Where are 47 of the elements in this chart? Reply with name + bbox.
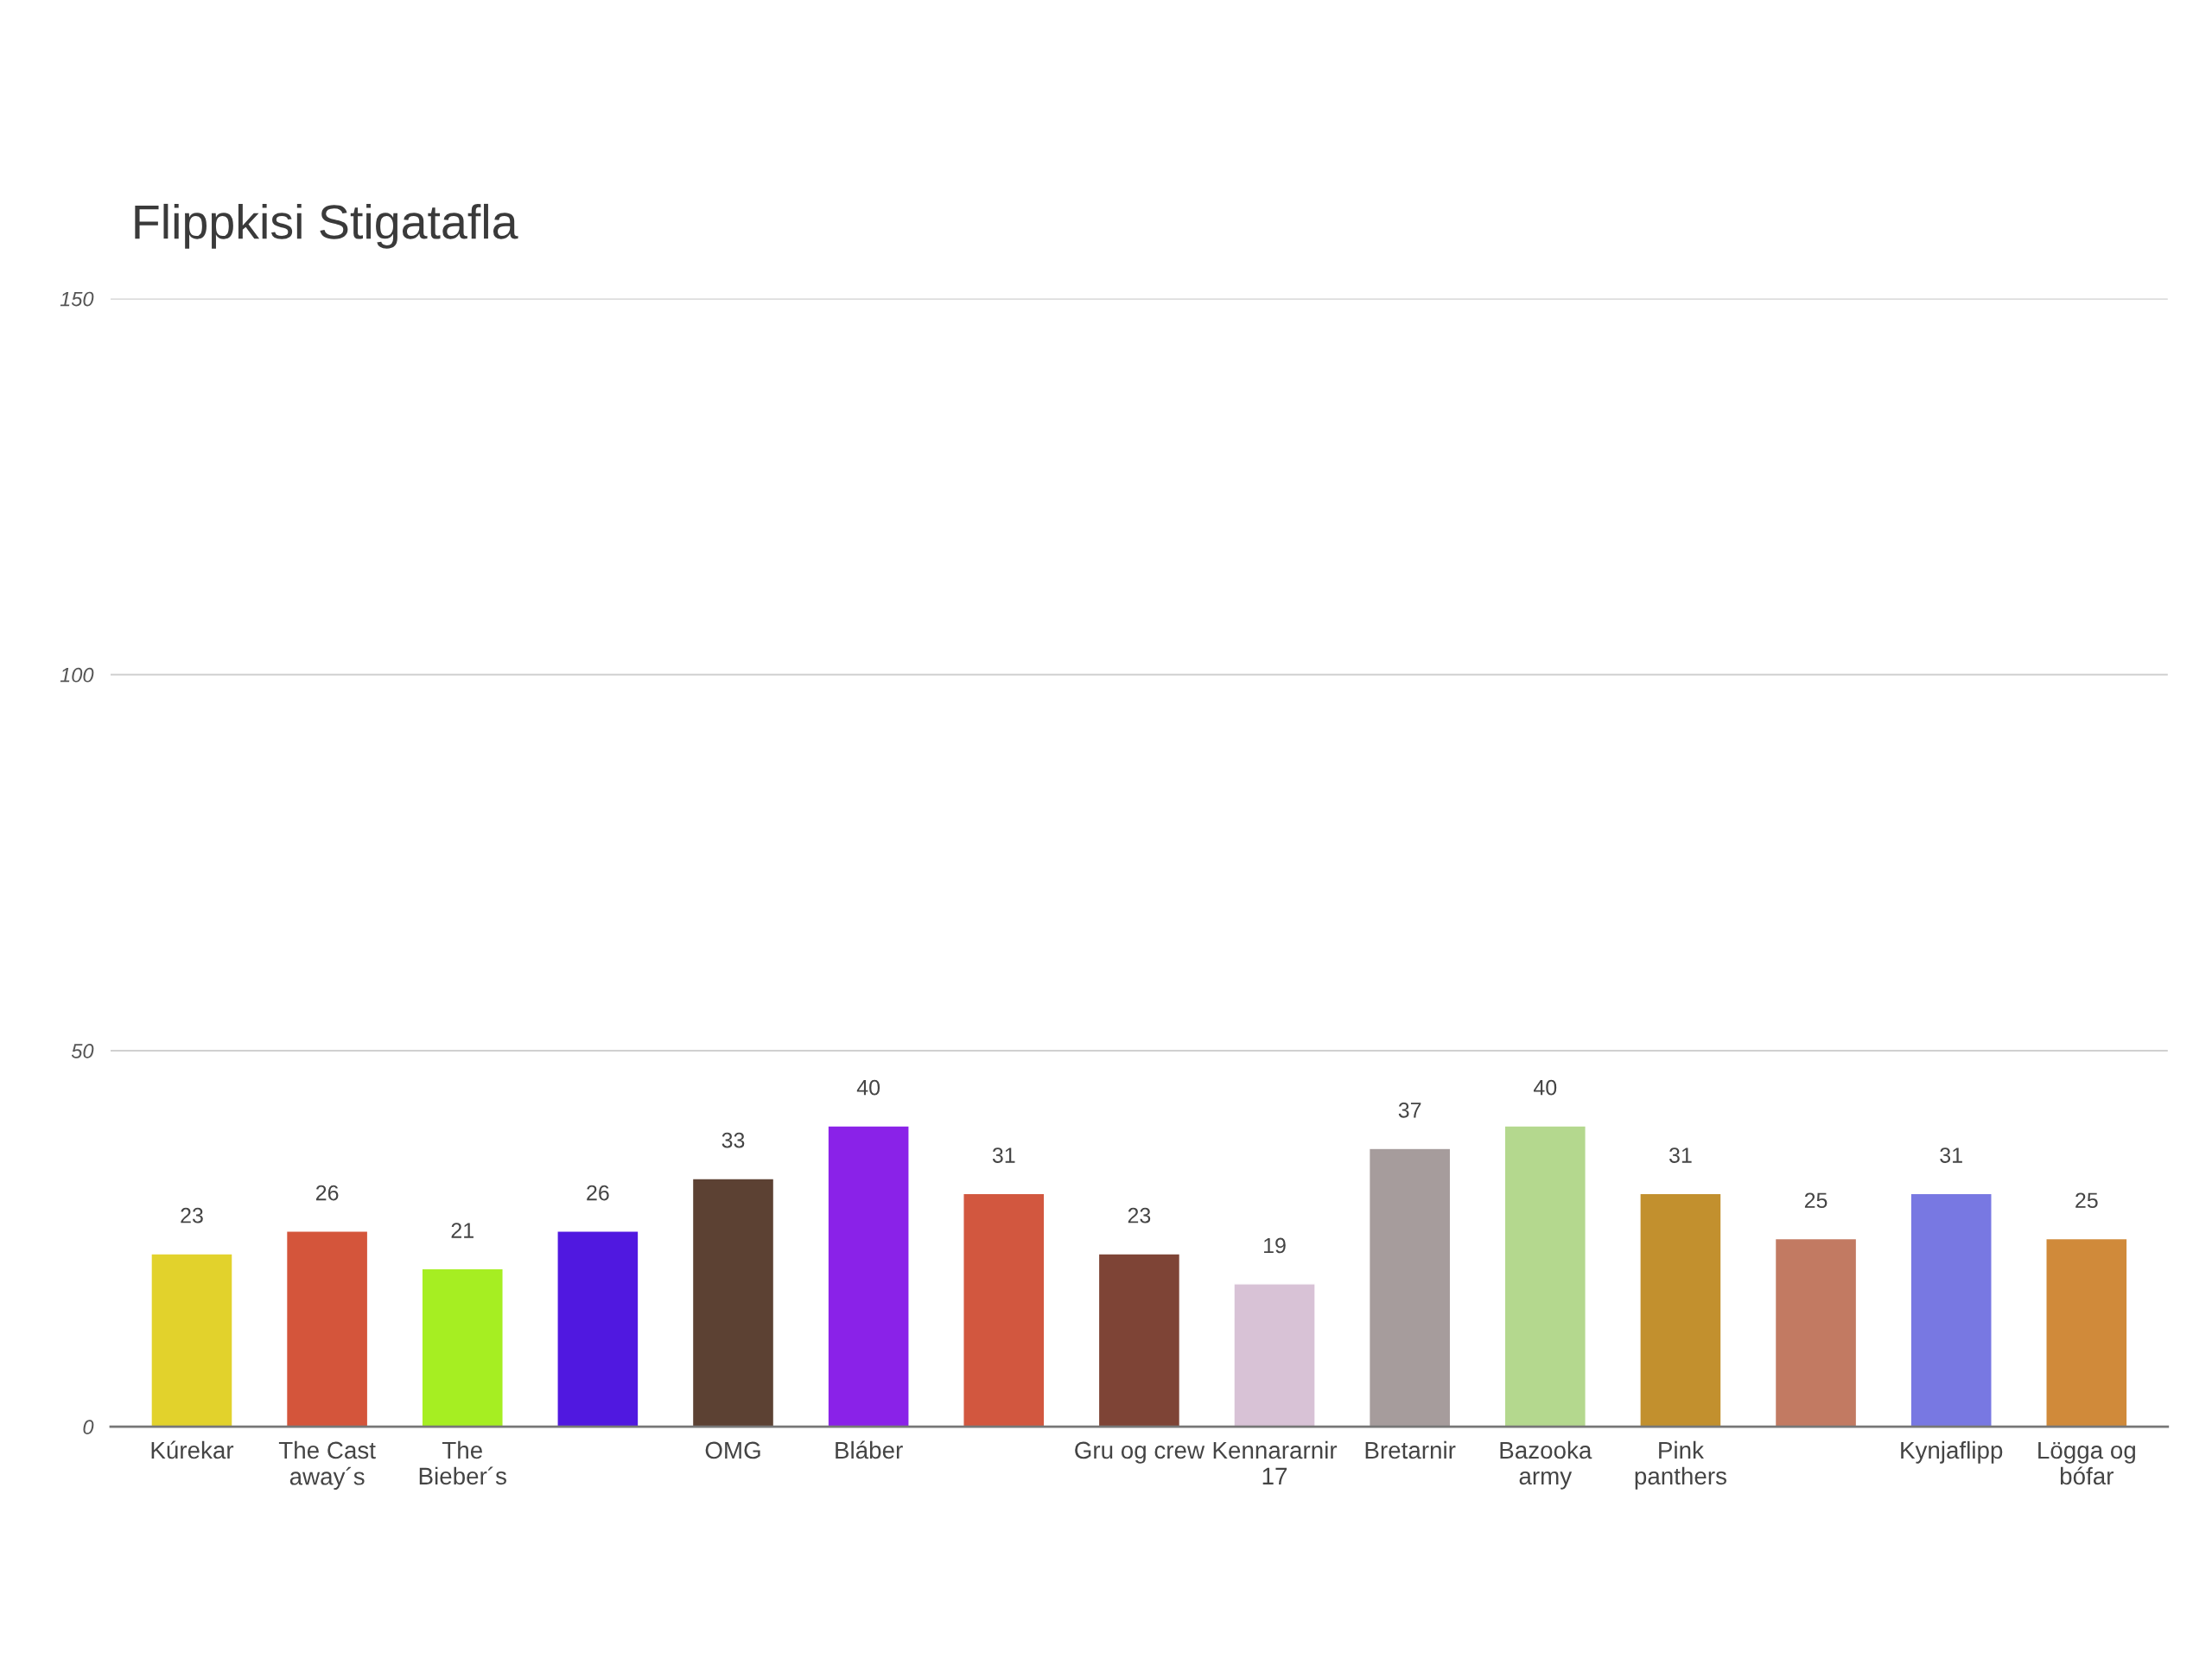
bar (285, 1230, 369, 1427)
data-label: 19 (1264, 1237, 1286, 1254)
bar (1233, 1283, 1316, 1427)
data-label: 26 (587, 1185, 609, 1201)
x-tick-label: The Cast away´s (278, 1440, 376, 1491)
bar (1910, 1192, 1993, 1427)
bar (1097, 1253, 1181, 1427)
y-tick-label: 100 (60, 667, 94, 683)
data-label: 33 (721, 1132, 745, 1148)
x-tick-label: Bretarnir (1365, 1440, 1456, 1459)
bar (1368, 1147, 1452, 1427)
y-tick-label: 150 (60, 291, 94, 307)
data-label: 40 (856, 1079, 880, 1096)
bar (1774, 1237, 1858, 1427)
bar (421, 1268, 504, 1427)
data-label: 25 (1804, 1192, 1827, 1209)
data-label: 21 (451, 1223, 474, 1238)
data-label: 23 (181, 1207, 203, 1224)
x-tick-label: OMG (705, 1441, 760, 1459)
x-tick-label: Lögga og bófar (2038, 1441, 2135, 1485)
data-label: 40 (1533, 1079, 1557, 1096)
bar (1639, 1192, 1722, 1427)
data-label: 25 (2075, 1192, 2098, 1209)
bar (963, 1192, 1046, 1427)
data-label: 31 (992, 1147, 1015, 1163)
bar (556, 1230, 639, 1427)
bar (1503, 1125, 1586, 1427)
data-label: 26 (315, 1185, 339, 1201)
bar (2045, 1237, 2128, 1427)
data-label: 23 (1128, 1207, 1151, 1224)
bar (150, 1253, 233, 1427)
data-label: 37 (1398, 1102, 1421, 1118)
x-tick-label: Bazooka army (1500, 1440, 1592, 1490)
x-tick-label: Kennararnir 17 (1213, 1440, 1338, 1484)
x-tick-label: Kynjaflipp (1901, 1440, 2003, 1464)
x-tick-label: Gru og crew (1075, 1441, 1205, 1464)
bar (827, 1125, 910, 1427)
data-label: 31 (1940, 1147, 1962, 1163)
bar (691, 1178, 775, 1427)
x-tick-label: Kúrekar (151, 1440, 234, 1459)
y-tick-label: 50 (71, 1044, 94, 1058)
x-tick-label: Pink panthers (1635, 1440, 1726, 1490)
y-tick-label: 0 (83, 1420, 94, 1434)
data-label: 31 (1669, 1147, 1692, 1163)
x-tick-label: The Bieber´s (419, 1440, 506, 1485)
chart-title: Flippkisi Stigatafla (135, 203, 518, 249)
x-tick-label: Bláber (836, 1440, 903, 1459)
